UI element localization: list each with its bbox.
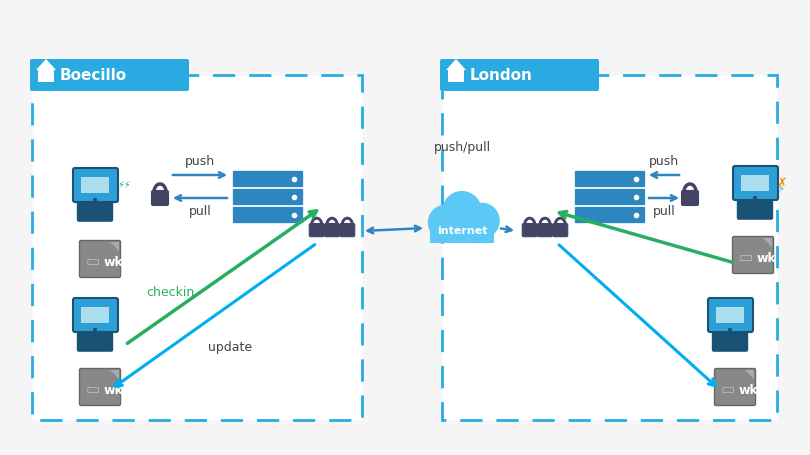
Text: push: push [649,156,679,168]
Text: wk: wk [104,384,124,396]
FancyBboxPatch shape [79,369,121,405]
Text: internet: internet [437,226,488,236]
FancyBboxPatch shape [232,207,304,223]
Polygon shape [745,370,754,379]
FancyBboxPatch shape [325,223,339,237]
FancyBboxPatch shape [714,369,756,405]
FancyBboxPatch shape [38,70,54,82]
Circle shape [464,202,500,239]
Text: checkin: checkin [146,285,194,298]
FancyBboxPatch shape [712,332,748,352]
FancyBboxPatch shape [737,200,774,220]
FancyBboxPatch shape [522,223,537,237]
Bar [741,175,769,191]
FancyBboxPatch shape [448,70,464,82]
Text: pull: pull [189,206,211,218]
Text: ⚡⚡: ⚡⚡ [117,180,130,190]
Bar [442,75,777,420]
FancyBboxPatch shape [574,207,646,223]
FancyBboxPatch shape [77,332,113,352]
Circle shape [444,215,471,243]
Bar [429,222,494,243]
Polygon shape [110,242,119,251]
Polygon shape [763,238,772,247]
FancyBboxPatch shape [309,223,324,237]
Text: push: push [185,156,215,168]
Circle shape [428,204,464,241]
FancyBboxPatch shape [73,298,118,332]
Circle shape [460,218,485,243]
Text: ▭: ▭ [721,383,735,398]
Polygon shape [110,370,119,379]
FancyBboxPatch shape [553,223,568,237]
Text: London: London [470,67,533,82]
Text: ✗: ✗ [777,177,787,189]
FancyBboxPatch shape [708,298,753,332]
FancyBboxPatch shape [79,241,121,278]
Text: push/pull: push/pull [433,142,491,155]
FancyBboxPatch shape [77,202,113,222]
FancyBboxPatch shape [681,191,698,206]
FancyBboxPatch shape [232,171,304,187]
Polygon shape [36,59,56,70]
Bar [716,307,744,323]
Text: ▭: ▭ [86,254,100,269]
Circle shape [442,191,482,231]
FancyBboxPatch shape [732,237,774,273]
Bar [32,75,362,420]
Text: wk: wk [104,256,124,268]
Polygon shape [446,59,466,70]
Text: ▭: ▭ [86,383,100,398]
FancyBboxPatch shape [151,191,168,206]
Bar [81,307,109,323]
FancyBboxPatch shape [232,188,304,206]
Text: pull: pull [653,206,676,218]
Text: Boecillo: Boecillo [60,67,127,82]
Text: ⚡: ⚡ [777,184,784,194]
FancyBboxPatch shape [574,188,646,206]
FancyBboxPatch shape [538,223,552,237]
Text: update: update [208,342,252,354]
FancyBboxPatch shape [30,59,189,91]
Text: ▭: ▭ [739,251,753,266]
FancyBboxPatch shape [440,59,599,91]
FancyBboxPatch shape [574,171,646,187]
FancyBboxPatch shape [340,223,355,237]
FancyBboxPatch shape [73,168,118,202]
Text: wk: wk [739,384,759,396]
FancyBboxPatch shape [733,166,778,200]
Text: wk: wk [757,252,777,264]
Bar [81,177,109,193]
